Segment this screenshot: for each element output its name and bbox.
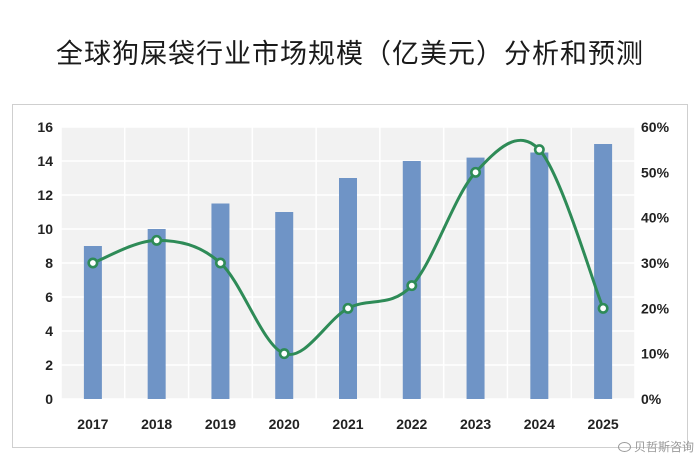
y-right-tick-label: 0%	[641, 391, 662, 407]
bar	[83, 246, 102, 399]
bar	[402, 161, 421, 399]
y-left-tick-label: 8	[45, 255, 53, 271]
x-tick-label: 2018	[141, 416, 172, 432]
chart-title: 全球狗屎袋行业市场规模（亿美元）分析和预测	[56, 39, 644, 70]
y-left-tick-label: 10	[37, 221, 53, 237]
y-left-tick-label: 14	[37, 153, 53, 169]
line-point	[342, 302, 354, 314]
bar	[339, 178, 357, 399]
bar	[211, 203, 230, 399]
bar	[594, 144, 613, 399]
watermark: 贝哲斯咨询	[617, 438, 694, 455]
bar-series	[83, 144, 613, 399]
line-point	[406, 280, 418, 292]
line-point	[151, 234, 163, 246]
line-point	[214, 257, 226, 269]
x-tick-label: 2021	[332, 416, 363, 432]
line-point	[597, 302, 609, 314]
line-point	[470, 166, 482, 178]
x-tick-label: 2020	[269, 416, 300, 432]
y-left-tick-label: 0	[45, 391, 53, 407]
y-left-tick-label: 4	[45, 323, 53, 339]
bar	[275, 212, 294, 399]
bar	[147, 229, 166, 399]
weibo-icon	[617, 441, 631, 452]
y-left-tick-label: 2	[45, 357, 53, 373]
x-tick-label: 2022	[396, 416, 427, 432]
y-left-tick-label: 16	[37, 119, 53, 135]
y-right-tick-label: 20%	[641, 300, 670, 316]
x-tick-label: 2023	[460, 416, 491, 432]
y-right-tick-label: 10%	[641, 346, 670, 362]
x-axis-ticks: 2017 2018 2019 2020 2021 2022 2023 2024 2025	[77, 416, 619, 432]
x-tick-label: 2017	[77, 416, 108, 432]
bar	[530, 152, 549, 399]
y-left-tick-label: 12	[37, 187, 53, 203]
bar	[466, 157, 485, 399]
right-axis-ticks: 0% 10% 20% 30% 40% 50% 60%	[641, 119, 670, 407]
y-left-tick-label: 6	[45, 289, 53, 305]
line-point	[87, 257, 99, 269]
line-point	[278, 348, 290, 360]
x-tick-label: 2025	[588, 416, 619, 432]
y-right-tick-label: 40%	[641, 210, 670, 226]
watermark-text: 贝哲斯咨询	[633, 440, 694, 454]
x-tick-label: 2019	[205, 416, 236, 432]
y-right-tick-label: 60%	[641, 119, 670, 135]
chart-frame: 0 2 4 6 8 10 12 14 16 0% 10% 20% 30% 40% 50% 60% 2017 2…	[12, 104, 688, 448]
y-right-tick-label: 50%	[641, 164, 670, 180]
left-axis-ticks: 0 2 4 6 8 10 12 14 16	[37, 119, 53, 407]
line-points	[87, 144, 609, 360]
x-tick-label: 2024	[524, 416, 555, 432]
line-point	[533, 144, 545, 156]
y-right-tick-label: 30%	[641, 255, 670, 271]
